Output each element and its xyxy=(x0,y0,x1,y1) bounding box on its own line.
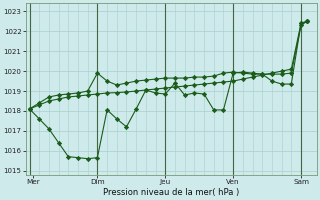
X-axis label: Pression niveau de la mer( hPa ): Pression niveau de la mer( hPa ) xyxy=(103,188,239,197)
